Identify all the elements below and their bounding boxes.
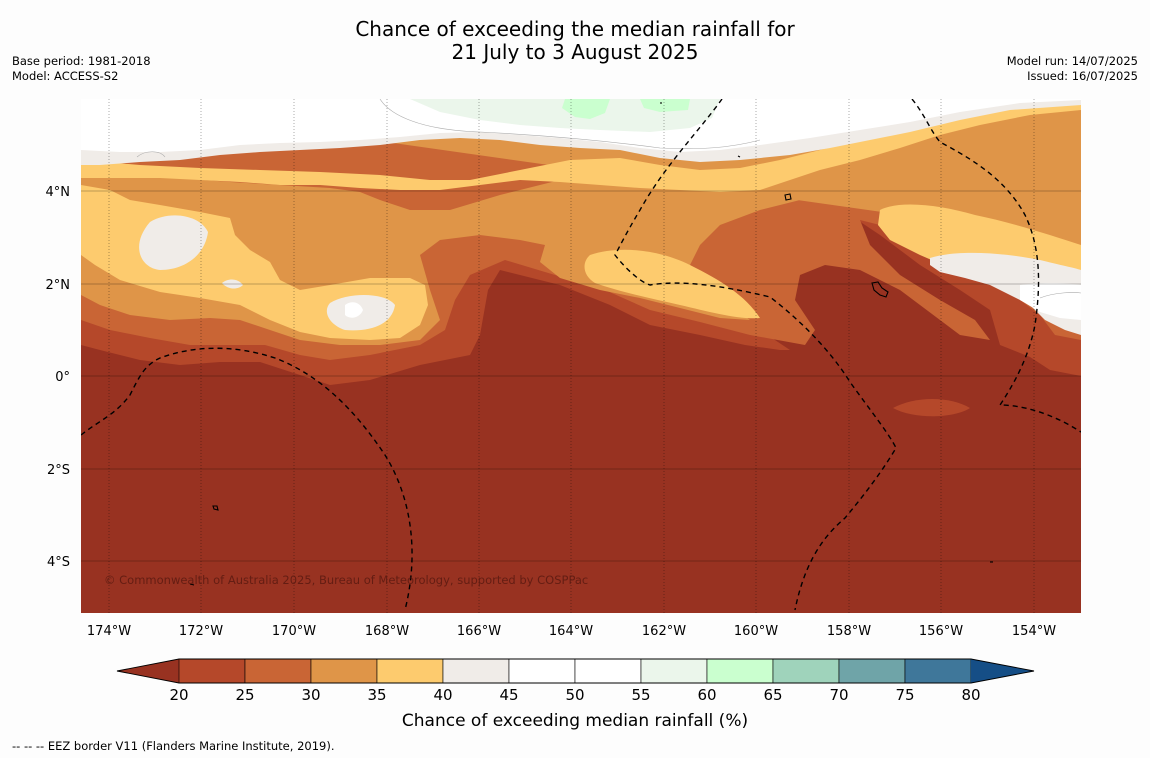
lat-label: 4°S	[47, 555, 70, 570]
colorbar-box	[640, 658, 708, 684]
colorbar-tick-label: 45	[499, 686, 518, 704]
eez-border-east	[911, 99, 1081, 433]
colorbar-box	[706, 658, 774, 684]
lon-label: 166°W	[457, 624, 501, 639]
map-field: © Commonwealth of Australia 2025, Bureau…	[81, 99, 1081, 613]
colorbar-tick-label: 65	[763, 686, 782, 704]
model-run: Model run: 14/07/2025	[1006, 54, 1138, 68]
field-55-60	[410, 99, 720, 132]
colorbar-tick-label: 40	[433, 686, 452, 704]
colorbar-box	[376, 658, 444, 684]
colorbar-outline	[116, 658, 1035, 684]
field-45-55	[81, 99, 1081, 320]
lat-label: 4°N	[46, 185, 71, 200]
lat-label: 2°S	[47, 463, 70, 478]
title-line-2: 21 July to 3 August 2025	[451, 40, 699, 64]
base-period: Base period: 1981-2018	[12, 54, 151, 68]
lon-label: 156°W	[919, 624, 963, 639]
copyright-text: © Commonwealth of Australia 2025, Bureau…	[104, 573, 588, 587]
colorbar-under-arrow	[117, 659, 179, 683]
lat-labels: 4°N 2°N 0° 2°S 4°S	[46, 185, 71, 570]
meta-left: Base period: 1981-2018 Model: ACCESS-S2	[12, 54, 151, 84]
lon-label: 174°W	[87, 624, 131, 639]
lat-gridlines	[81, 190, 1081, 562]
colorbar-box	[442, 658, 510, 684]
field-35-40	[81, 99, 1081, 340]
colorbar-box	[244, 658, 312, 684]
colorbar-tick-label: 70	[829, 686, 848, 704]
colorbar-tick-label: 50	[565, 686, 584, 704]
colorbar-label: Chance of exceeding median rainfall (%)	[402, 711, 748, 731]
eez-border-central	[614, 99, 897, 611]
colorbar-tick-label: 80	[961, 686, 980, 704]
fine-contours	[136, 99, 1081, 299]
title-line-1: Chance of exceeding the median rainfall …	[355, 17, 795, 41]
colorbar-tick-label: 30	[301, 686, 320, 704]
colorbar-box	[904, 658, 972, 684]
lon-label: 160°W	[734, 624, 778, 639]
lon-label: 158°W	[827, 624, 871, 639]
meta-right: Model run: 14/07/2025 Issued: 16/07/2025	[1007, 54, 1138, 84]
lat-label: 2°N	[46, 278, 71, 293]
colorbar: 20 25 30 35 40 45 50 55 60 65 70 75 80 Chance of exc…	[116, 658, 1035, 731]
colorbar-box	[178, 658, 246, 684]
colorbar-box	[772, 658, 840, 684]
colorbar-box	[508, 658, 576, 684]
colorbar-tick-label: 20	[169, 686, 188, 704]
lon-label: 172°W	[179, 624, 223, 639]
model-name: Model: ACCESS-S2	[12, 69, 119, 83]
lon-label: 154°W	[1012, 624, 1056, 639]
lon-label: 162°W	[642, 624, 686, 639]
eez-borders	[81, 99, 1081, 611]
eez-border-west	[81, 347, 413, 611]
colorbar-box	[574, 658, 642, 684]
field-60-65	[562, 99, 690, 119]
colorbar-tick-label: 25	[235, 686, 254, 704]
lon-labels: 174°W 172°W 170°W 168°W 166°W 164°W 162°…	[87, 624, 1056, 639]
colorbar-tick-label: 75	[895, 686, 914, 704]
colorbar-over-arrow	[971, 659, 1034, 683]
colorbar-tick-label: 60	[697, 686, 716, 704]
lat-label: 0°	[55, 370, 70, 385]
colorbar-tick-label: 55	[631, 686, 650, 704]
colorbar-tick-label: 35	[367, 686, 386, 704]
lon-label: 170°W	[272, 624, 316, 639]
eez-footnote: -- -- -- EEZ border V11 (Flanders Marine…	[12, 739, 335, 753]
issued-date: Issued: 16/07/2025	[1027, 69, 1138, 83]
lon-label: 168°W	[365, 624, 409, 639]
field-20-25-patch	[893, 399, 970, 417]
islands	[189, 102, 993, 586]
colorbar-box	[838, 658, 906, 684]
map-title: Chance of exceeding the median rainfall …	[0, 18, 1150, 64]
colorbar-box	[310, 658, 378, 684]
lon-label: 164°W	[549, 624, 593, 639]
